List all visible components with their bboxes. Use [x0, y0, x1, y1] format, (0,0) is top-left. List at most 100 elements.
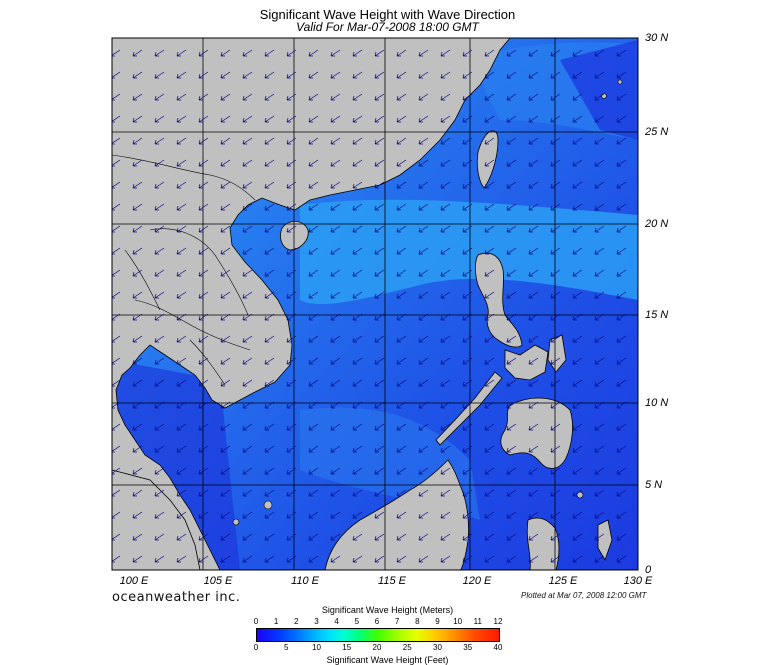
wave-arrow [572, 115, 583, 123]
wave-arrow [308, 423, 319, 431]
wave-arrow [176, 291, 187, 299]
wave-arrow [352, 159, 363, 167]
wave-arrow [462, 203, 473, 211]
wave-arrow [198, 379, 209, 387]
wave-arrow [242, 423, 253, 431]
wave-arrow [132, 533, 143, 541]
wave-arrow [352, 489, 363, 497]
wave-arrow [154, 291, 165, 299]
wave-arrow [506, 71, 517, 79]
wave-arrow [572, 181, 583, 189]
wave-arrow [132, 49, 143, 57]
wave-arrow [396, 379, 407, 387]
wave-arrow [264, 379, 275, 387]
wave-arrow [374, 225, 385, 233]
colorbar-meter-tick: 8 [415, 617, 420, 626]
wave-arrow [330, 401, 341, 409]
wave-arrow [132, 511, 143, 519]
wave-arrow [616, 225, 627, 233]
wave-arrow [264, 159, 275, 167]
wave-arrow [154, 269, 165, 277]
wave-arrow [374, 159, 385, 167]
wave-arrow [572, 423, 583, 431]
wave-arrow [352, 71, 363, 79]
wave-arrow [176, 313, 187, 321]
wave-arrow [484, 71, 495, 79]
wave-arrow [616, 467, 627, 475]
wave-arrow [506, 115, 517, 123]
wave-arrow [242, 511, 253, 519]
wave-arrow [418, 115, 429, 123]
wave-arrow [594, 225, 605, 233]
wave-arrow [330, 115, 341, 123]
wave-arrow [330, 357, 341, 365]
wave-arrow [396, 555, 407, 563]
wave-arrow [176, 357, 187, 365]
wave-arrow [440, 269, 451, 277]
wave-arrow [374, 291, 385, 299]
island [263, 500, 273, 510]
wave-arrow [198, 203, 209, 211]
wave-arrow [308, 269, 319, 277]
wave-arrow [330, 511, 341, 519]
wave-arrow [396, 357, 407, 365]
wave-arrow [616, 489, 627, 497]
wave-arrow [374, 489, 385, 497]
wave-arrow [220, 159, 231, 167]
wave-arrow [132, 401, 143, 409]
wave-arrow [352, 445, 363, 453]
plotted-timestamp: Plotted at Mar 07, 2008 12:00 GMT [521, 591, 647, 600]
wave-arrow [506, 247, 517, 255]
wave-arrow [264, 115, 275, 123]
colorbar-meter-tick: 4 [334, 617, 339, 626]
colorbar-feet-tick: 0 [253, 643, 259, 652]
wave-arrow [154, 137, 165, 145]
lon-label-105e: 105 E [203, 575, 233, 587]
wave-arrow [440, 401, 451, 409]
wave-arrow [330, 379, 341, 387]
wave-arrow [154, 533, 165, 541]
wave-arrow [330, 93, 341, 101]
wave-arrow [308, 203, 319, 211]
wave-arrow [176, 511, 187, 519]
lat-label-0: 0 [645, 564, 652, 576]
land-halmahera [597, 519, 613, 561]
wave-arrow [352, 225, 363, 233]
wave-arrow [550, 181, 561, 189]
wave-arrow [198, 247, 209, 255]
wave-arrow [242, 247, 253, 255]
wave-arrow [616, 49, 627, 57]
lon-label-130e: 130 E [623, 575, 653, 587]
wave-arrow [176, 335, 187, 343]
wave-arrow [176, 203, 187, 211]
wave-arrow [462, 225, 473, 233]
wave-arrow [154, 247, 165, 255]
wave-arrow [616, 401, 627, 409]
wave-arrow [132, 335, 143, 343]
wave-arrow [242, 269, 253, 277]
oceanweather-logo: oceanweather inc. [112, 590, 241, 605]
wave-arrow [330, 269, 341, 277]
wave-arrow [330, 225, 341, 233]
wave-arrow [550, 93, 561, 101]
island [232, 518, 240, 526]
wave-arrow [220, 401, 231, 409]
wave-arrow [220, 533, 231, 541]
wave-arrow [484, 467, 495, 475]
wave-arrow [220, 555, 231, 563]
wave-arrow [506, 357, 517, 365]
wave-arrow [550, 533, 561, 541]
wave-arrow [176, 159, 187, 167]
wave-arrow [396, 467, 407, 475]
wave-arrow [418, 335, 429, 343]
wave-arrow [242, 203, 253, 211]
wave-arrow [506, 181, 517, 189]
wave-arrow [484, 335, 495, 343]
wave-arrow [352, 115, 363, 123]
wave-arrow [286, 181, 297, 189]
lat-label-15n: 15 N [645, 309, 669, 321]
wave-arrow [616, 137, 627, 145]
colorbar-meter-tick: 9 [435, 617, 440, 626]
wave-arrow [616, 159, 627, 167]
wave-arrow [198, 357, 209, 365]
